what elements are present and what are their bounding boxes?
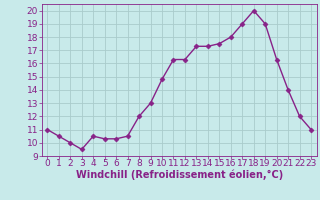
X-axis label: Windchill (Refroidissement éolien,°C): Windchill (Refroidissement éolien,°C) — [76, 170, 283, 180]
